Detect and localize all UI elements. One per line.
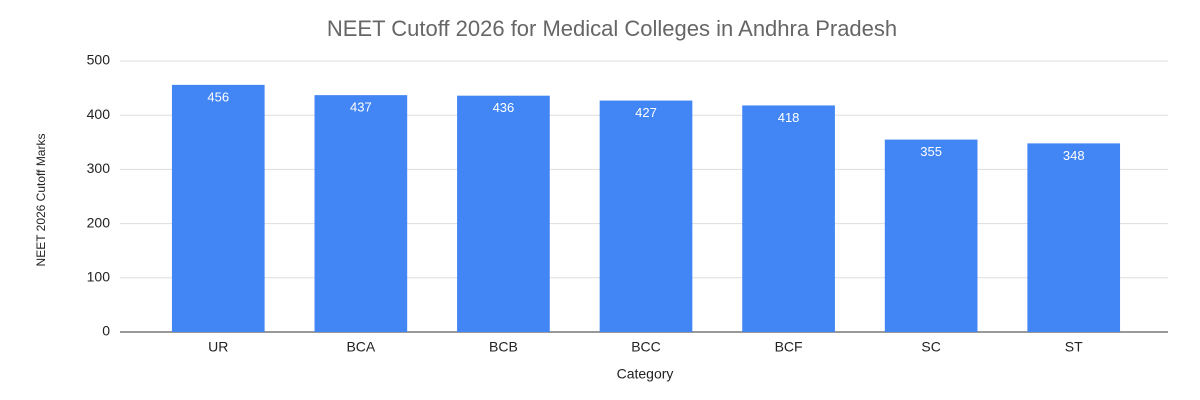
bar xyxy=(314,95,408,332)
bar xyxy=(1027,143,1121,332)
x-axis-label: Category xyxy=(617,366,674,382)
data-label: 427 xyxy=(635,105,657,120)
x-tick-label: UR xyxy=(208,339,228,355)
x-tick-label: BCA xyxy=(346,339,375,355)
y-axis-label: NEET 2026 Cutoff Marks xyxy=(34,134,48,267)
data-label: 437 xyxy=(350,100,372,115)
bar xyxy=(599,100,693,332)
y-tick-label: 300 xyxy=(87,160,111,176)
x-tick-label: BCC xyxy=(631,339,661,355)
x-tick-label: BCB xyxy=(489,339,518,355)
bar xyxy=(457,95,550,332)
bar xyxy=(171,84,265,333)
data-label: 348 xyxy=(1063,148,1085,163)
data-label: 456 xyxy=(207,89,229,104)
x-tick-label: SC xyxy=(921,339,940,355)
x-tick-label: ST xyxy=(1065,339,1083,355)
y-tick-label: 100 xyxy=(87,269,111,285)
data-label: 418 xyxy=(778,110,800,125)
y-tick-label: 400 xyxy=(87,106,111,122)
y-tick-label: 500 xyxy=(87,52,111,68)
data-label: 355 xyxy=(920,144,942,159)
data-label: 436 xyxy=(493,100,515,115)
bar xyxy=(742,105,835,332)
y-tick-label: 200 xyxy=(87,214,111,230)
y-tick-label: 0 xyxy=(102,323,110,339)
chart-title: NEET Cutoff 2026 for Medical Colleges in… xyxy=(327,16,897,41)
x-tick-label: BCF xyxy=(775,339,803,355)
bar xyxy=(884,139,978,332)
